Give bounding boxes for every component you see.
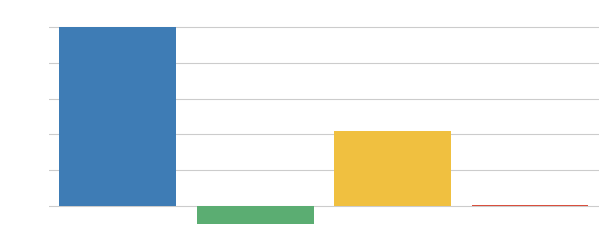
Bar bbox=[334, 131, 451, 206]
Bar bbox=[197, 206, 313, 224]
Bar bbox=[59, 27, 176, 206]
Bar bbox=[472, 205, 588, 206]
